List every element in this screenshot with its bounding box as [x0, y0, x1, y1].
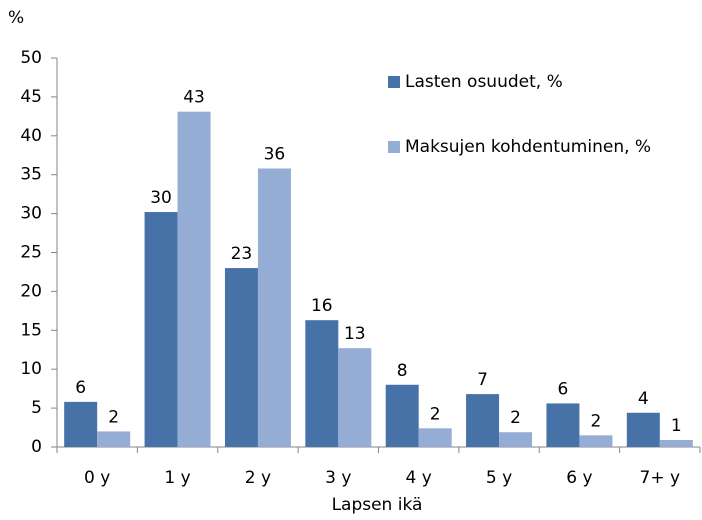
value-label: 43	[183, 88, 205, 108]
value-label: 23	[231, 244, 253, 264]
value-label: 8	[397, 361, 408, 381]
value-label: 6	[75, 378, 86, 398]
x-tick-label: 4 y	[406, 468, 432, 488]
value-label: 2	[108, 407, 119, 427]
y-tick-label: 45	[20, 87, 42, 107]
value-label: 16	[311, 296, 333, 316]
legend-label: Maksujen kohdentuminen, %	[405, 137, 651, 157]
x-tick-label: 0 y	[84, 468, 110, 488]
x-tick-label: 3 y	[325, 468, 351, 488]
y-tick-label: 25	[20, 243, 42, 263]
value-label: 2	[430, 404, 441, 424]
x-tick-label: 1 y	[164, 468, 190, 488]
bar	[305, 320, 339, 447]
x-tick-label: 5 y	[486, 468, 512, 488]
y-tick-label: 35	[20, 165, 42, 185]
value-label: 1	[671, 416, 682, 436]
bar	[579, 435, 613, 447]
value-label: 2	[591, 411, 602, 431]
x-tick-label: 6 y	[566, 468, 592, 488]
bar	[626, 412, 660, 447]
x-axis-label: Lapsen ikä	[332, 495, 423, 515]
value-label: 36	[264, 144, 286, 164]
bar	[177, 111, 211, 447]
x-tick-label: 7+ y	[640, 468, 681, 488]
y-tick-label: 50	[20, 48, 42, 68]
y-tick-label: 0	[31, 437, 42, 457]
value-label: 7	[477, 370, 488, 390]
legend-swatch	[388, 76, 400, 88]
y-tick-label: 5	[31, 398, 42, 418]
bar	[144, 212, 178, 447]
legend-swatch	[388, 141, 400, 153]
bar	[499, 432, 533, 447]
bar	[257, 168, 291, 447]
y-tick-label: 40	[20, 126, 42, 146]
bar	[385, 384, 419, 447]
bar	[338, 348, 372, 447]
value-label: 13	[344, 324, 366, 344]
y-tick-label: 15	[20, 320, 42, 340]
value-label: 6	[558, 379, 569, 399]
x-tick-label: 2 y	[245, 468, 271, 488]
y-tick-label: 10	[20, 359, 42, 379]
y-tick-label: 20	[20, 281, 42, 301]
legend-label: Lasten osuudet, %	[405, 72, 563, 92]
bar	[466, 394, 500, 447]
value-label: 30	[150, 188, 172, 208]
bar	[546, 403, 580, 447]
bar	[659, 439, 693, 447]
value-label: 2	[510, 408, 521, 428]
bar	[224, 268, 258, 447]
bar	[418, 428, 452, 447]
value-label: 4	[638, 389, 649, 409]
y-axis-label: %	[8, 8, 24, 28]
bar	[64, 401, 98, 447]
bar	[97, 431, 131, 447]
y-tick-label: 30	[20, 204, 42, 224]
